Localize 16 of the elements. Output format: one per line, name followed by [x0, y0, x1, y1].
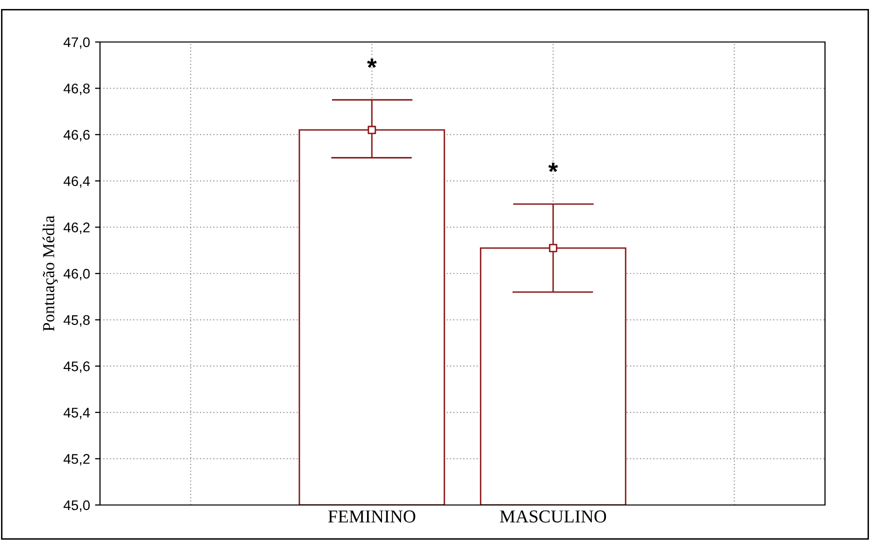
annotation: * — [367, 58, 377, 68]
y-tick-label: 46,4 — [64, 176, 90, 188]
y-tick-label: 46,6 — [64, 130, 90, 142]
y-tick-label: 45,8 — [64, 315, 90, 327]
x-tick-label: FEMININO — [328, 510, 416, 523]
y-tick-label: 45,0 — [64, 500, 90, 512]
y-tick-label: 47,0 — [64, 37, 90, 49]
y-tick-label: 46,8 — [64, 84, 90, 96]
y-axis-title: Pontuação Média — [42, 216, 58, 332]
y-tick-label: 45,4 — [64, 408, 90, 420]
y-tick-label: 45,6 — [64, 361, 90, 373]
y-tick-label: 45,2 — [64, 454, 90, 466]
y-tick-label: 46,0 — [64, 268, 90, 280]
y-tick-label: 46,2 — [64, 222, 90, 234]
annotation: * — [548, 162, 558, 172]
x-tick-label: MASCULINO — [500, 510, 606, 523]
